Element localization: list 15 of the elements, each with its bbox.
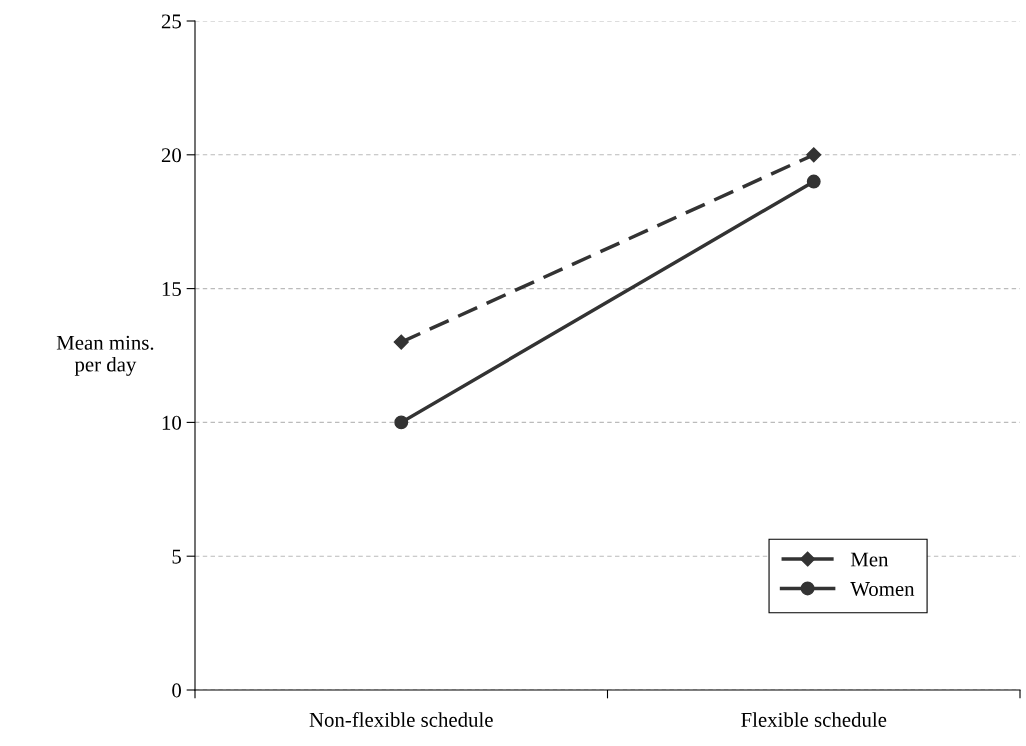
x-tick-label: Flexible schedule [741,712,887,727]
y-tick-label: 15 [162,282,181,297]
legend-label: Women [850,582,915,597]
point [806,147,822,163]
point [394,415,409,430]
y-tick-label: 5 [172,549,181,564]
x-tick-label: Non-flexible schedule [309,712,493,727]
y-tick-label: 10 [162,415,182,430]
y-tick-label: 25 [161,14,181,29]
y-axis-title: Mean mins. per day [56,335,154,376]
point [393,334,409,350]
y-tick-label: 20 [161,148,182,163]
y-tick-label: 0 [172,683,182,698]
point [806,174,821,189]
legend-label: Men [850,552,889,567]
